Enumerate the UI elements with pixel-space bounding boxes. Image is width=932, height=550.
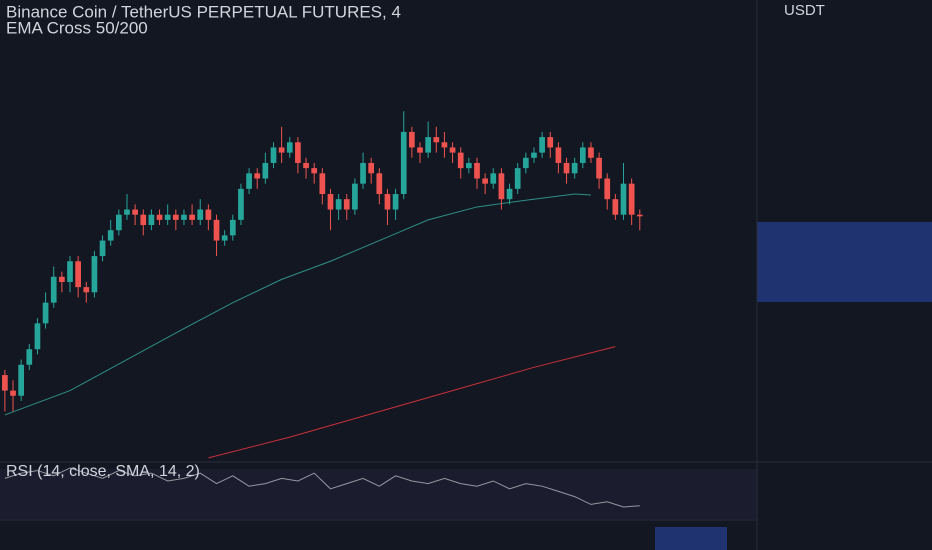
candle-body xyxy=(555,147,562,163)
candle-body xyxy=(612,199,619,215)
candle-body xyxy=(327,194,334,210)
candle-body xyxy=(400,131,407,195)
candle-body xyxy=(368,162,375,174)
candle-body xyxy=(571,162,578,174)
candle-body xyxy=(181,214,187,220)
candle-body xyxy=(34,323,41,350)
candle-body xyxy=(514,168,521,189)
candle-body xyxy=(392,194,399,210)
candle-body xyxy=(376,173,383,195)
rsi-title: RSI (14, close, SMA, 14, 2) xyxy=(6,463,200,480)
candle-body xyxy=(335,199,342,210)
time-highlight xyxy=(655,527,727,550)
price-range-highlight xyxy=(757,222,932,302)
candle-body xyxy=(295,142,301,163)
candle-body xyxy=(522,157,529,169)
candle-body xyxy=(596,157,602,179)
candle-body xyxy=(197,209,204,220)
candle-body xyxy=(50,276,57,303)
ema50-line xyxy=(4,193,591,416)
candle-body xyxy=(246,173,252,189)
candle-body xyxy=(221,235,228,241)
candle-body xyxy=(229,219,236,236)
candle-body xyxy=(425,137,432,153)
candle-body xyxy=(474,162,480,179)
candle-body xyxy=(172,214,179,220)
candle-body xyxy=(384,194,391,210)
candle-body xyxy=(311,168,318,174)
candle-body xyxy=(539,137,545,153)
candle-body xyxy=(99,240,106,257)
candle-body xyxy=(254,173,261,179)
candle-body xyxy=(213,219,220,241)
candle-body xyxy=(466,162,472,169)
candle-body xyxy=(579,147,586,163)
candle-body xyxy=(42,302,49,324)
candle-body xyxy=(547,137,554,148)
candle-body xyxy=(91,256,98,293)
candle-body xyxy=(563,162,570,174)
candle-body xyxy=(26,349,33,365)
rsi-line xyxy=(4,467,640,508)
candle-body xyxy=(75,261,81,288)
candle-body xyxy=(189,214,195,220)
candle-body xyxy=(2,375,8,391)
candle-body xyxy=(604,178,611,200)
candle-body xyxy=(124,209,130,215)
candle-body xyxy=(531,152,537,158)
candle-body xyxy=(83,287,90,293)
candle-body xyxy=(262,162,269,179)
candle-body xyxy=(409,131,415,148)
candle-body xyxy=(449,147,456,153)
candle-body xyxy=(490,173,497,184)
candle-body xyxy=(164,214,171,220)
indicator-title: EMA Cross 50/200 xyxy=(6,18,148,37)
candle-body xyxy=(10,390,16,396)
candle-body xyxy=(588,147,594,158)
candle-body xyxy=(628,183,635,215)
candle-body xyxy=(417,147,423,153)
candle-body xyxy=(636,214,643,217)
candle-body xyxy=(433,137,440,143)
candle-body xyxy=(67,261,73,282)
candle-body xyxy=(319,173,326,195)
candle-body xyxy=(156,214,163,220)
candle-body xyxy=(360,162,366,184)
candle-body xyxy=(148,214,155,226)
candle-body xyxy=(18,364,25,396)
chart-title: Binance Coin / TetherUS PERPETUAL FUTURE… xyxy=(6,2,401,21)
candle-body xyxy=(59,276,65,282)
candle-body xyxy=(238,188,244,220)
ema200-line xyxy=(208,346,616,459)
candle-body xyxy=(132,209,138,215)
candle-body xyxy=(107,230,114,241)
candle-body xyxy=(498,173,505,200)
candle-body xyxy=(343,199,350,210)
candle-body xyxy=(286,142,293,153)
candle-body xyxy=(270,147,277,163)
candle-body xyxy=(303,162,309,169)
candle-body xyxy=(506,188,513,200)
candle-body xyxy=(115,214,122,231)
candle-body xyxy=(352,183,358,210)
candle-body xyxy=(620,183,627,215)
candle-body xyxy=(140,214,147,226)
rsi-band xyxy=(0,469,757,519)
candle-body xyxy=(205,209,212,220)
candle-body xyxy=(457,152,464,169)
candle-body xyxy=(441,142,448,148)
candle-body xyxy=(482,178,488,184)
currency-label: USDT xyxy=(784,2,825,19)
candle-body xyxy=(278,147,285,153)
